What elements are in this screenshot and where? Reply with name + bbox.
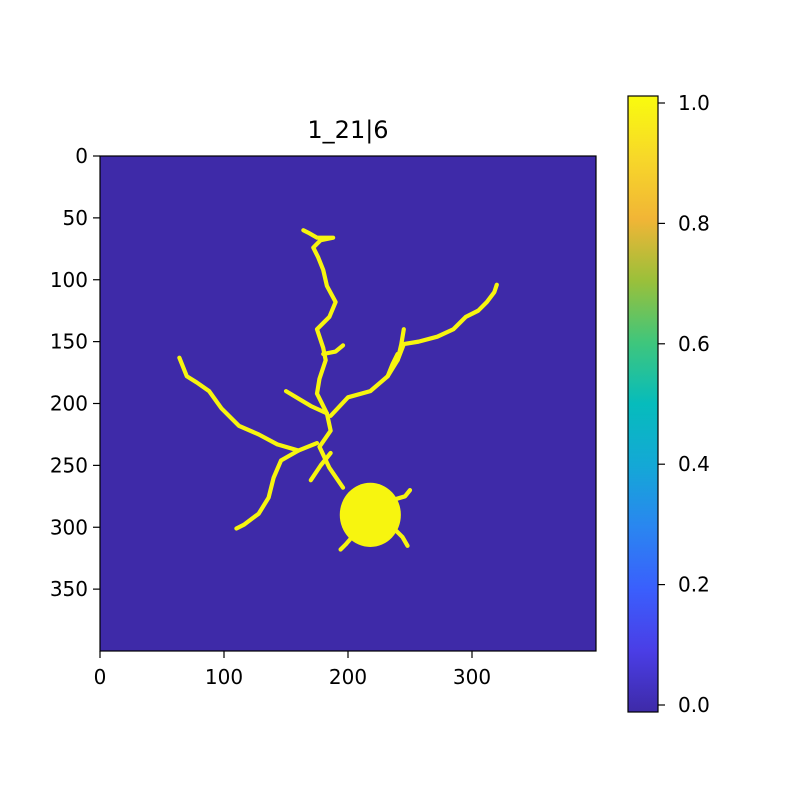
heatmap-background	[100, 156, 596, 651]
colorbar-tick-label: 0.4	[678, 452, 710, 476]
branch-left-up	[177, 355, 320, 453]
neuron-soma	[339, 482, 401, 548]
colorbar	[627, 95, 659, 713]
y-axis: 0 50 100 150 200 250 300 350	[50, 144, 100, 601]
y-tick-label: 50	[63, 206, 88, 230]
colorbar-tick-label: 0.6	[678, 332, 710, 356]
colorbar-axis: 0.0 0.2 0.4 0.6 0.8 1.0	[658, 91, 710, 717]
colorbar-tick-label: 0.8	[678, 211, 710, 235]
branch-up-right	[328, 282, 499, 418]
y-tick-label: 300	[50, 515, 88, 539]
branch-soma-stubs	[390, 488, 413, 503]
branch-down-left	[234, 448, 301, 531]
y-tick-label: 350	[50, 577, 88, 601]
branch-right-nub	[385, 351, 400, 379]
branch-mid-left	[283, 389, 330, 416]
heatmap-image	[100, 156, 596, 651]
colorbar-tick-label: 0.0	[678, 693, 710, 717]
x-axis: 0 100 200 300	[94, 651, 491, 689]
branch-twig-lower	[308, 450, 333, 483]
y-tick-label: 100	[50, 268, 88, 292]
chart-title: 1_21|6	[307, 116, 388, 144]
x-tick-label: 200	[329, 665, 367, 689]
x-tick-label: 300	[453, 665, 491, 689]
branch-twig-upper	[321, 343, 346, 357]
branch-top-right-nub	[395, 327, 406, 363]
branch-up	[301, 228, 346, 490]
y-tick-label: 200	[50, 392, 88, 416]
y-tick-label: 150	[50, 330, 88, 354]
y-tick-label: 0	[75, 144, 88, 168]
soma-body	[339, 482, 401, 548]
x-tick-label: 0	[94, 665, 107, 689]
x-tick-label: 100	[205, 665, 243, 689]
colorbar-tick-label: 0.2	[678, 573, 710, 597]
y-tick-label: 250	[50, 453, 88, 477]
colorbar-tick-label: 1.0	[678, 91, 710, 115]
